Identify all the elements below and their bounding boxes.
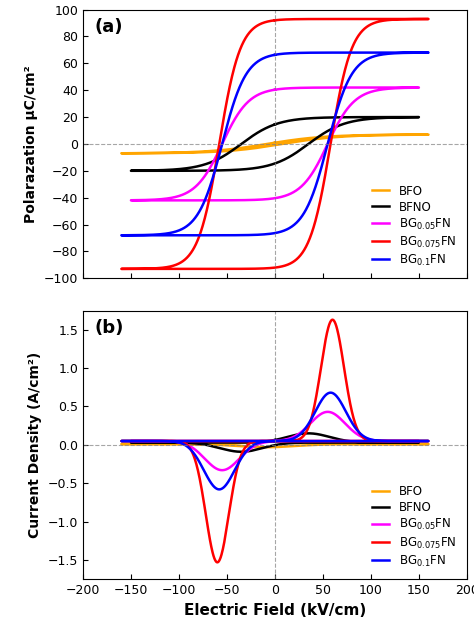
Text: (a): (a) <box>94 18 123 36</box>
Y-axis label: Polarazation μC/cm²: Polarazation μC/cm² <box>24 65 38 223</box>
Legend: BFO, BFNO, BG$_{0.05}$FN, BG$_{0.075}$FN, BG$_{0.1}$FN: BFO, BFNO, BG$_{0.05}$FN, BG$_{0.075}$FN… <box>367 481 461 573</box>
Text: (b): (b) <box>94 319 124 337</box>
Legend: BFO, BFNO, BG$_{0.05}$FN, BG$_{0.075}$FN, BG$_{0.1}$FN: BFO, BFNO, BG$_{0.05}$FN, BG$_{0.075}$FN… <box>367 180 461 273</box>
X-axis label: Electric Field (kV/cm): Electric Field (kV/cm) <box>184 603 366 618</box>
Y-axis label: Current Density (A/cm²): Current Density (A/cm²) <box>28 352 42 538</box>
